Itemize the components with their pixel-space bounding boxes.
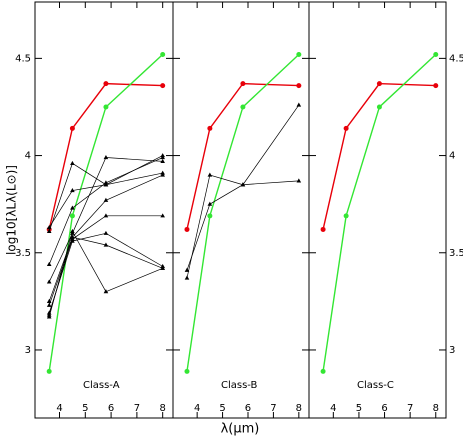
series-line xyxy=(186,174,299,279)
point xyxy=(103,180,109,185)
y-tick-label: 4 xyxy=(25,151,31,162)
series-line xyxy=(48,157,163,265)
point xyxy=(70,205,75,210)
series-line xyxy=(48,230,163,318)
point xyxy=(160,265,165,270)
point xyxy=(103,155,109,160)
point xyxy=(70,228,75,233)
x-tick-label: 8 xyxy=(433,403,439,414)
series-line xyxy=(48,174,163,302)
y-tick-label: 4 xyxy=(449,151,455,162)
series-line xyxy=(48,236,163,316)
x-tick-label: 7 xyxy=(407,403,413,414)
y-tick-label: 3.5 xyxy=(449,248,463,259)
point xyxy=(184,226,190,232)
y-tick-label: 3 xyxy=(449,345,455,356)
series-line xyxy=(186,104,300,271)
point xyxy=(184,368,190,374)
point xyxy=(207,213,213,219)
point xyxy=(69,213,75,219)
point xyxy=(103,230,109,235)
y-tick-label: 4.5 xyxy=(15,53,31,64)
panel-label: Class-B xyxy=(221,380,258,391)
series-line xyxy=(186,82,299,230)
point xyxy=(160,213,165,218)
point xyxy=(103,104,109,110)
point xyxy=(69,125,75,131)
x-tick-label: 5 xyxy=(356,403,362,414)
point xyxy=(160,51,166,57)
point xyxy=(433,83,439,89)
point xyxy=(433,51,439,57)
panel-frame xyxy=(308,1,447,419)
point xyxy=(160,83,166,89)
point xyxy=(160,172,165,177)
point xyxy=(376,81,382,87)
series-line xyxy=(322,53,437,372)
x-tick-label: 7 xyxy=(134,403,140,414)
x-tick-label: 5 xyxy=(219,403,225,414)
point xyxy=(343,213,349,219)
point xyxy=(103,197,109,202)
point xyxy=(70,188,75,193)
series-line xyxy=(322,82,436,230)
point xyxy=(160,158,165,164)
x-tick-label: 4 xyxy=(194,403,200,414)
point xyxy=(46,368,52,374)
x-tick-label: 6 xyxy=(108,403,114,414)
x-tick-label: 4 xyxy=(330,403,336,414)
point xyxy=(160,155,165,160)
x-tick-label: 7 xyxy=(270,403,276,414)
x-axis-label: λ(μm) xyxy=(221,422,260,437)
point xyxy=(103,81,109,87)
point xyxy=(320,368,326,374)
point xyxy=(46,228,52,233)
point xyxy=(376,104,382,110)
x-tick-label: 6 xyxy=(381,403,387,414)
point xyxy=(184,275,190,280)
point xyxy=(46,279,52,284)
x-tick-label: 8 xyxy=(159,403,165,414)
point xyxy=(46,261,52,267)
point xyxy=(184,267,190,272)
panel-label: Class-A xyxy=(83,380,120,391)
point xyxy=(207,172,213,177)
point xyxy=(296,51,302,57)
series-line xyxy=(48,82,163,230)
point xyxy=(240,81,246,87)
point xyxy=(296,102,302,107)
series-line xyxy=(48,215,163,306)
point xyxy=(240,182,246,187)
point xyxy=(343,125,349,131)
point xyxy=(70,160,75,165)
point xyxy=(296,178,302,183)
point xyxy=(207,201,213,206)
point xyxy=(103,289,109,294)
point xyxy=(103,213,109,218)
series-line xyxy=(186,53,300,372)
y-tick-label: 4.5 xyxy=(449,53,463,64)
x-tick-label: 8 xyxy=(296,403,302,414)
point xyxy=(70,234,75,239)
series-line xyxy=(48,162,163,232)
point xyxy=(296,83,302,89)
point xyxy=(320,226,326,232)
y-tick-label: 3.5 xyxy=(15,248,31,259)
y-axis-label: log10[λLλ(L⊙)] xyxy=(5,165,19,255)
point xyxy=(46,302,52,307)
x-tick-label: 4 xyxy=(56,403,62,414)
point xyxy=(46,224,52,230)
point xyxy=(207,125,213,131)
panel-label: Class-C xyxy=(357,380,394,391)
series-line xyxy=(48,53,164,372)
point xyxy=(103,242,109,247)
y-tick-label: 3 xyxy=(25,345,31,356)
x-tick-label: 6 xyxy=(245,403,251,414)
series-line xyxy=(48,157,163,283)
x-tick-label: 5 xyxy=(82,403,88,414)
point xyxy=(46,314,52,319)
point xyxy=(240,104,246,110)
